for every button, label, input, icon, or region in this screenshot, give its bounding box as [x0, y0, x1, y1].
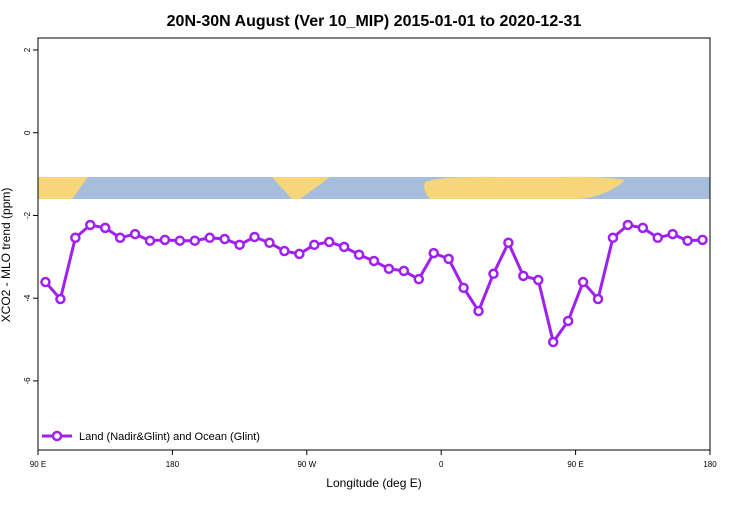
data-point: [174, 235, 186, 246]
data-point: [323, 236, 335, 248]
data-point: [592, 293, 604, 305]
data-point: [473, 305, 484, 317]
map-strip: [38, 176, 710, 199]
data-point: [607, 232, 619, 244]
data-point: [85, 219, 96, 231]
y-tick-label: -6: [23, 377, 32, 385]
data-point: [547, 336, 559, 348]
data-point: [398, 265, 410, 277]
data-point: [129, 228, 141, 240]
data-point: [697, 234, 708, 246]
data-point: [353, 249, 365, 261]
data-point: [503, 237, 514, 249]
data-point: [533, 274, 544, 286]
y-axis-label: XCO2 - MLO trend (ppm): [0, 188, 13, 323]
data-point: [204, 232, 215, 244]
data-point: [338, 241, 350, 253]
legend: Land (Nadir&Glint) and Ocean (Glint): [42, 430, 260, 443]
chart-title: 20N-30N August (Ver 10_MIP) 2015-01-01 t…: [167, 13, 582, 30]
data-point: [114, 232, 126, 244]
data-point: [637, 222, 649, 234]
data-point: [70, 232, 81, 244]
data-point: [159, 234, 171, 246]
x-tick-label: 90 E: [30, 460, 46, 469]
data-point: [189, 235, 201, 246]
data-point: [652, 232, 663, 244]
data-point: [488, 268, 499, 280]
data-point: [99, 222, 111, 234]
data-point: [428, 247, 439, 259]
series-line: [44, 223, 703, 346]
y-tick-label: 2: [23, 47, 32, 52]
data-point: [55, 293, 66, 305]
data-point: [383, 263, 395, 275]
data-point: [458, 282, 469, 294]
data-point: [264, 237, 275, 249]
data-point: [577, 276, 589, 288]
data-point: [562, 315, 574, 327]
y-tick-label: 0: [23, 130, 32, 135]
data-point: [294, 248, 305, 260]
x-tick-label: 180: [166, 460, 180, 469]
data-point: [368, 255, 380, 267]
data-point: [219, 233, 230, 245]
data-point: [622, 219, 634, 231]
data-point: [413, 273, 425, 285]
x-axis-label: Longitude (deg E): [326, 476, 421, 490]
data-point: [279, 245, 290, 257]
data-point: [144, 235, 156, 246]
x-tick-label: 0: [439, 460, 444, 469]
x-tick-label: 90 W: [297, 460, 316, 469]
legend-label: Land (Nadir&Glint) and Ocean (Glint): [79, 431, 260, 443]
data-point: [667, 228, 678, 240]
data-point: [40, 276, 51, 288]
x-tick-label: 180: [703, 460, 717, 469]
legend-marker: [51, 430, 63, 442]
x-tick-label: 90 E: [567, 460, 583, 469]
y-tick-label: -4: [23, 294, 32, 302]
data-point: [309, 239, 320, 251]
data-point: [682, 235, 693, 246]
plot-frame: [37, 37, 711, 451]
data-point: [249, 231, 260, 243]
data-point: [518, 270, 529, 282]
y-tick-label: -2: [23, 211, 32, 219]
data-point: [443, 253, 454, 265]
data-point: [234, 239, 245, 251]
